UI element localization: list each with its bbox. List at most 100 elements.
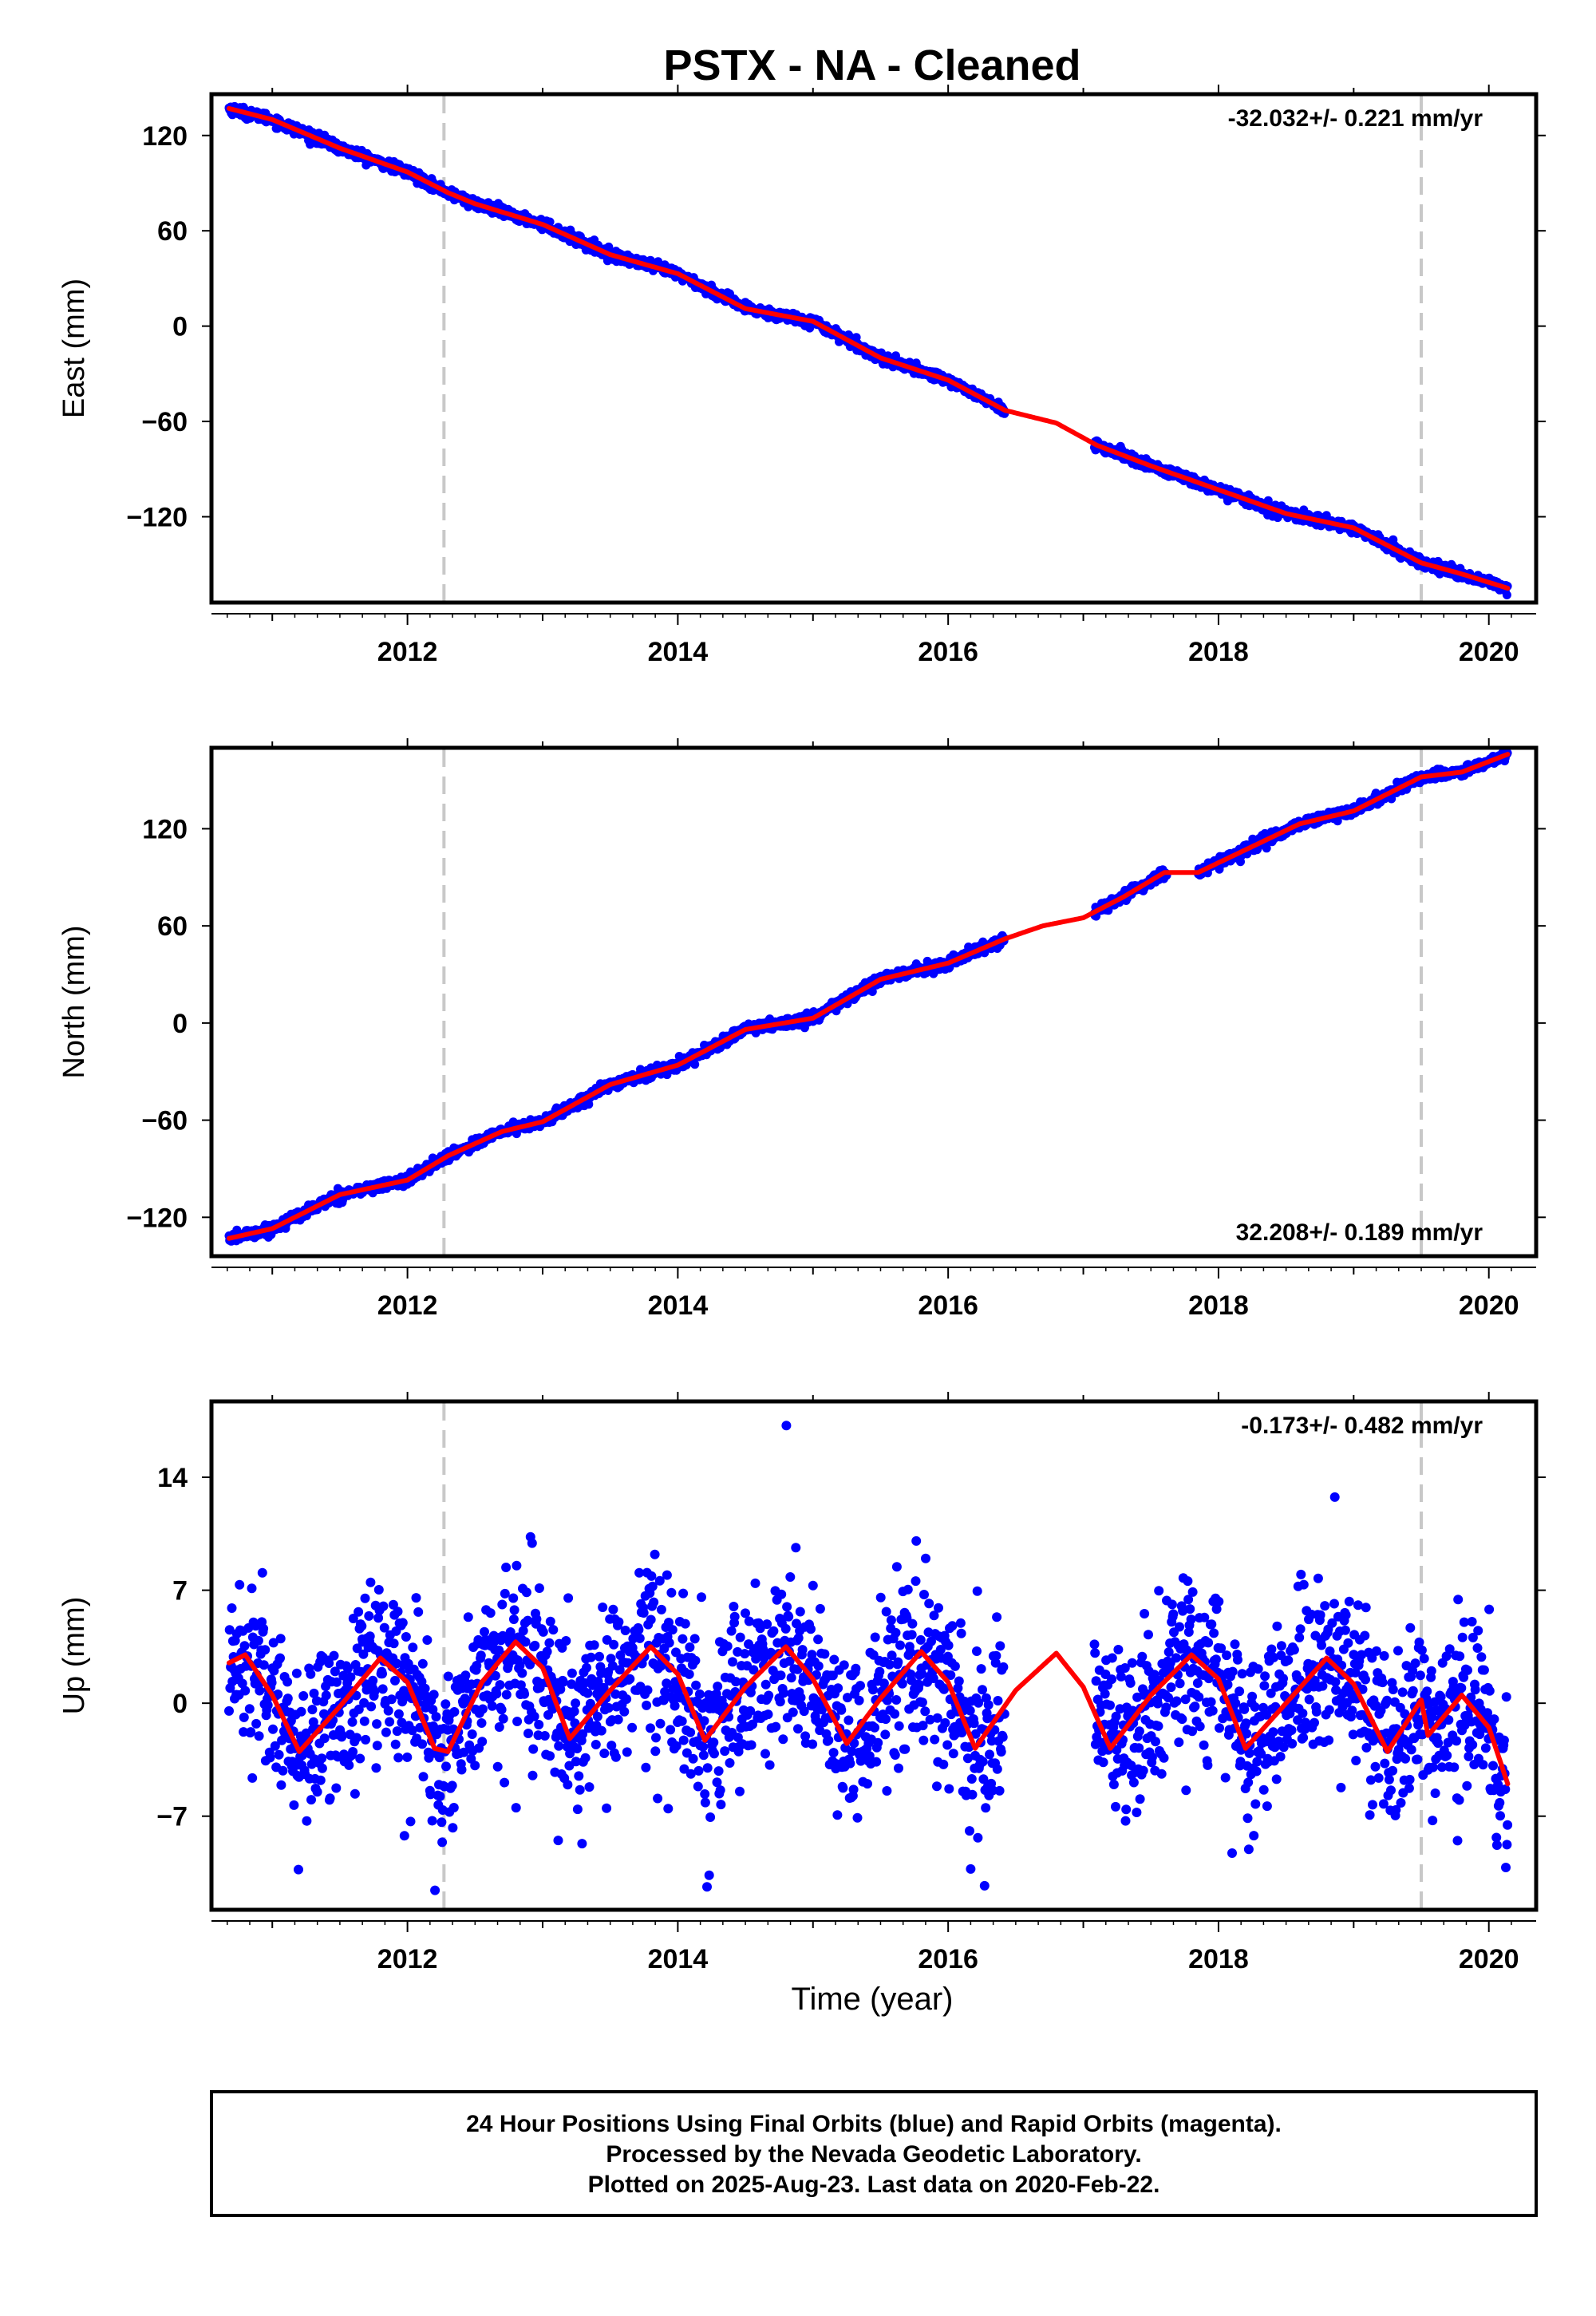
data-point [430,1885,440,1895]
data-point [237,1678,247,1689]
data-point [307,1705,318,1715]
y-tick-label: 0 [172,312,188,342]
y-tick-label: 120 [142,121,188,152]
data-point [413,1607,424,1617]
data-point [476,1650,486,1661]
data-point [377,1669,387,1679]
data-point [492,1689,502,1699]
data-point [397,1618,408,1628]
data-point [306,1795,316,1805]
data-point [383,1705,393,1716]
data-point [294,1864,303,1875]
data-point [302,1816,312,1826]
data-point [373,1585,384,1595]
data-point [381,1727,391,1737]
data-point [512,1717,523,1726]
data-point [365,1631,375,1642]
data-point [511,1803,521,1813]
data-point [359,1697,369,1708]
data-point [260,1645,271,1655]
data-point [344,1760,354,1770]
data-point [386,1694,397,1705]
data-point [480,1626,489,1637]
data-point [239,1712,249,1722]
data-point [393,1753,404,1763]
data-point [278,1765,288,1776]
data-point [352,1643,362,1654]
x-tick-label: 2016 [918,1290,978,1321]
data-point [456,1765,467,1775]
x-tick-label: 2014 [648,1290,709,1321]
data-point [240,1686,251,1696]
east-model-curve [227,105,1511,591]
data-point [309,1688,319,1698]
data-point [368,1675,378,1686]
data-point [257,1567,267,1578]
data-point [364,1611,374,1621]
data-point [357,1621,367,1631]
data-point [244,1704,255,1714]
data-point [348,1614,358,1623]
data-point [239,1641,250,1651]
data-point [411,1593,421,1603]
data-point [501,1563,512,1572]
data-point [448,1823,458,1833]
data-point [512,1560,522,1571]
data-point [690,1060,700,1069]
data-point [470,1761,480,1771]
y-tick-label: 60 [157,216,188,247]
data-point [518,1626,528,1636]
data-point [352,1733,361,1743]
data-point [437,1837,448,1848]
data-point [443,1671,453,1682]
y-tick-label: −60 [141,407,188,437]
data-point [247,1773,258,1783]
east-y-axis-label: East (mm) [57,279,91,418]
data-point [274,1749,284,1760]
data-point [265,1753,275,1763]
data-point [373,1613,384,1623]
data-point [366,1701,377,1712]
y-tick-label: −120 [126,503,188,533]
data-point [495,1680,505,1690]
data-point [347,1717,358,1727]
data-point [255,1686,265,1696]
data-point [422,1635,433,1645]
data-point [337,1732,347,1742]
data-point [224,1625,235,1635]
data-point [282,1677,293,1687]
y-tick-label: −120 [126,1203,188,1233]
data-point [348,1747,358,1757]
figure-title: PSTX - NA - Cleaned [663,41,1080,89]
data-point [329,1650,339,1661]
data-point [321,1690,331,1701]
data-point [418,1772,429,1782]
north-y-axis-label: North (mm) [57,925,91,1078]
data-point [369,1686,380,1697]
north-model-curve [227,752,1511,1241]
data-point [331,1783,342,1793]
data-point [494,1645,504,1655]
data-point [330,1666,340,1677]
data-point [359,1716,369,1726]
y-tick-label: 60 [157,911,188,942]
data-point [267,1678,277,1688]
data-point [492,1761,503,1772]
data-point [371,1763,381,1773]
y-tick-label: −60 [141,1106,188,1136]
data-point [378,1601,389,1611]
data-point [338,1670,349,1681]
data-point [372,1741,382,1751]
data-point [296,1706,306,1717]
east-rate-label: -32.032+/- 0.221 mm/yr [1228,105,1483,132]
data-point [490,1670,500,1681]
data-point [346,1672,356,1682]
data-point [496,1705,507,1715]
data-point [246,1727,256,1737]
x-tick-label: 2020 [1459,1290,1519,1321]
data-point [417,1739,428,1749]
data-point [505,1627,516,1637]
data-point [427,1816,437,1826]
